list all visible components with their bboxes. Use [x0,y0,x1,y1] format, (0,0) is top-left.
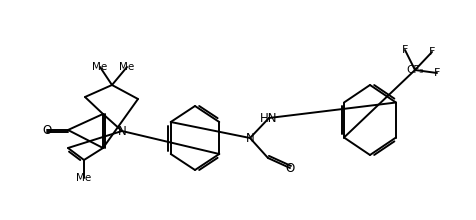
Text: Me: Me [92,62,108,72]
Text: F: F [401,45,407,55]
Text: CF₃: CF₃ [406,65,423,75]
Text: Me: Me [76,173,91,183]
Text: N: N [118,125,126,138]
Text: O: O [285,161,294,174]
Text: F: F [433,68,439,78]
Text: F: F [428,47,434,57]
Text: HN: HN [260,112,277,125]
Text: O: O [42,123,51,136]
Text: N: N [245,132,254,145]
Text: Me: Me [119,62,134,72]
